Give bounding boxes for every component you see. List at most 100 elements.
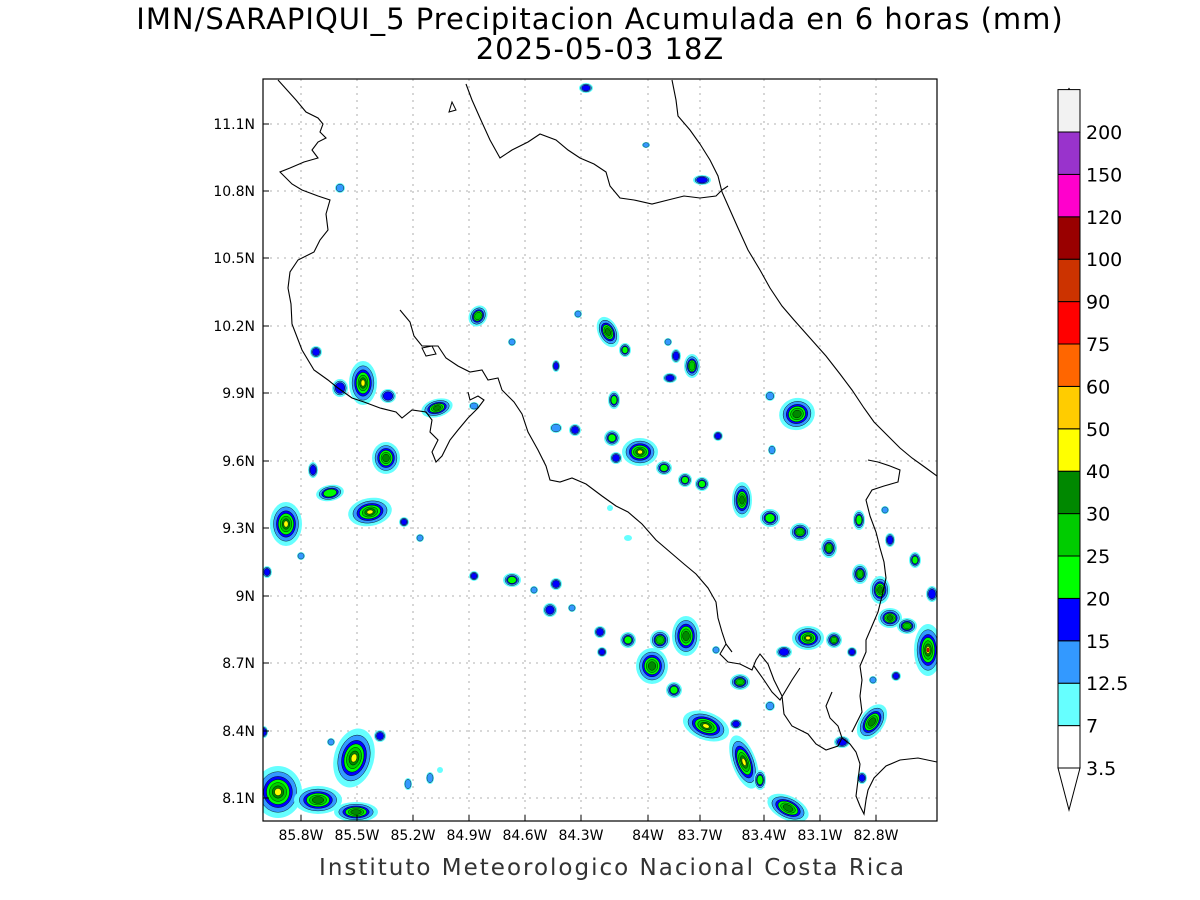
longitude-labels: 85.8W 85.5W 85.2W 84.9W 84.6W 84.3W 84W 83.7W 83… <box>278 815 899 844</box>
precip-contour <box>621 346 629 354</box>
golfo-dulce-coast <box>753 665 801 701</box>
precip-contour <box>858 774 866 782</box>
precip-contour <box>552 580 560 588</box>
precip-contour <box>856 570 864 578</box>
lat-tick-label: 8.4N <box>222 724 255 740</box>
precip-contour <box>437 767 443 773</box>
lon-tick-label: 84.3W <box>558 828 603 844</box>
precip-contour <box>768 445 776 455</box>
map-title: IMN/SARAPIQUI_5 Precipitacion Acumulada … <box>136 2 1064 36</box>
lon-tick-label: 85.5W <box>334 828 379 844</box>
precip-contour <box>551 423 561 433</box>
colorbar-swatch <box>1057 725 1081 769</box>
precip-contour <box>926 647 930 653</box>
colorbar-label: 120 <box>1086 207 1122 229</box>
map-valid-time: 2025-05-03 18Z <box>475 32 725 66</box>
precip-contour <box>736 678 744 686</box>
precip-contour <box>732 720 740 728</box>
colorbar-swatch <box>1057 470 1081 515</box>
lat-tick-label: 8.1N <box>222 791 255 807</box>
precip-contour <box>312 796 325 804</box>
precip-contour <box>869 676 877 684</box>
precip-contour <box>698 480 706 488</box>
precip-contour <box>782 804 794 812</box>
precip-contour <box>360 379 366 387</box>
precip-contour <box>416 534 424 542</box>
colorbar-swatch <box>1057 640 1081 684</box>
colorbar-swatch <box>1057 682 1081 727</box>
lat-tick-label: 9.9N <box>222 386 255 402</box>
precip-contour <box>327 738 335 746</box>
precip-contour <box>648 661 657 671</box>
colorbar-label: 3.5 <box>1086 758 1116 780</box>
precip-contour <box>297 552 305 560</box>
lake-nicaragua-island <box>448 100 457 113</box>
colorbar-label: 25 <box>1086 546 1110 568</box>
precip-contour <box>886 535 894 545</box>
colorbar-swatch <box>1057 343 1081 387</box>
colorbar-swatch <box>1057 597 1081 642</box>
map-frame <box>262 78 938 822</box>
precip-contour <box>283 520 289 528</box>
precip-contour <box>426 773 434 783</box>
precip-contour <box>335 183 345 193</box>
footer-credit: Instituto Meteorologico Nacional Costa R… <box>319 855 906 881</box>
precip-contour <box>581 84 591 92</box>
precip-contour <box>739 495 745 505</box>
nicaragua-coastline <box>277 79 485 463</box>
precip-contour <box>400 518 408 526</box>
precip-contour <box>664 338 672 346</box>
precip-contour <box>714 432 722 440</box>
colorbar-label: 12.5 <box>1086 673 1128 695</box>
precip-contour <box>911 556 919 565</box>
precip-contour <box>508 338 516 346</box>
precip-contour <box>607 505 613 511</box>
precip-contour <box>624 535 632 541</box>
precip-contour <box>596 628 604 636</box>
caribbean-coastline <box>671 79 937 477</box>
colorbar-swatch <box>1057 301 1081 345</box>
precip-contour <box>741 758 747 766</box>
map-background <box>263 79 937 821</box>
colorbar-swatch <box>1057 258 1081 303</box>
precip-contour <box>765 701 775 711</box>
precip-contour <box>545 605 555 615</box>
precip-contour <box>886 615 894 621</box>
lat-tick-label: 10.5N <box>213 251 255 267</box>
precip-contour <box>805 636 811 640</box>
precip-contour <box>825 544 833 552</box>
precip-contour <box>892 672 900 680</box>
precip-contour <box>263 568 271 576</box>
precip-contour <box>672 351 680 361</box>
colorbar-swatch <box>1057 173 1081 218</box>
precip-contour <box>263 728 267 736</box>
precip-contour <box>474 311 482 321</box>
precip-contour <box>765 391 775 401</box>
precip-contour <box>830 636 838 644</box>
lat-tick-label: 9.6N <box>222 454 255 470</box>
precip-contour <box>383 391 394 401</box>
colorbar-swatch <box>1057 89 1081 133</box>
precip-contour <box>712 646 720 654</box>
precip-contour <box>404 779 412 789</box>
colorbar-label: 90 <box>1086 292 1110 314</box>
lon-tick-label: 84.6W <box>502 828 547 844</box>
colorbar-label: 30 <box>1086 504 1110 526</box>
precip-contour <box>665 374 675 382</box>
precip-contour <box>376 732 384 740</box>
lat-tick-label: 9.3N <box>222 521 255 537</box>
colorbar-label: 60 <box>1086 376 1110 398</box>
precip-contour <box>848 648 856 656</box>
precip-contour <box>642 142 650 148</box>
lon-tick-label: 82.8W <box>853 828 898 844</box>
colorbar-label: 100 <box>1086 249 1122 271</box>
precip-contour <box>312 348 320 356</box>
colorbar-swatch <box>1057 385 1081 430</box>
nicaragua-lake-border <box>465 83 729 205</box>
precipitation-field <box>263 83 937 821</box>
lon-tick-label: 85.8W <box>278 828 323 844</box>
precip-contour <box>568 604 576 612</box>
precip-contour <box>323 488 337 498</box>
colorbar-label: 75 <box>1086 334 1110 356</box>
